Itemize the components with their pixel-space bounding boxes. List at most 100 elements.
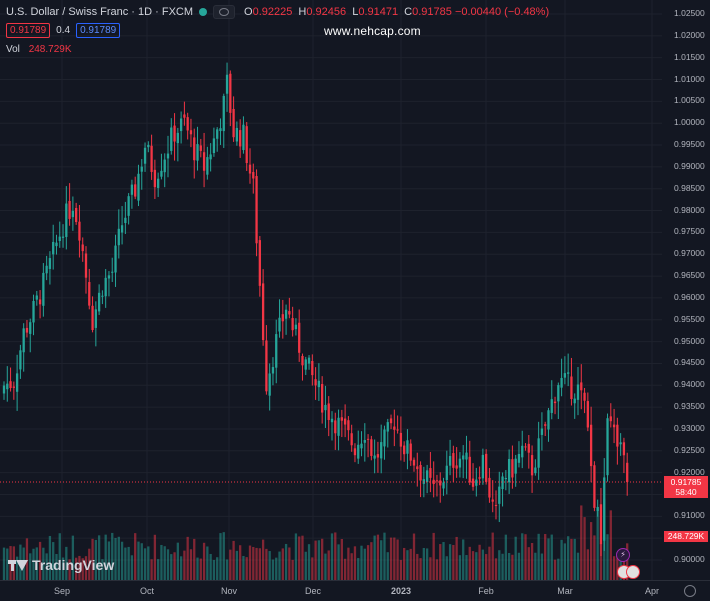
volume-bar <box>373 535 376 580</box>
volume-bar <box>626 543 629 580</box>
candle <box>363 440 366 443</box>
volume-bar <box>321 538 324 580</box>
volume-bar <box>452 544 455 580</box>
volume-bar <box>501 553 504 580</box>
volume-bar <box>406 550 409 580</box>
candle <box>347 420 350 431</box>
current-price-value: 0.91785 <box>670 477 702 488</box>
volume-bar <box>140 543 143 580</box>
candle <box>583 392 586 401</box>
tradingview-logo[interactable]: TradingView <box>8 557 114 573</box>
candle <box>163 159 166 173</box>
volume-bar <box>58 533 61 580</box>
volume-bar <box>560 539 563 580</box>
price-tick-label: 1.02000 <box>674 29 705 40</box>
volume-bar <box>97 535 101 580</box>
volume-bar <box>193 538 196 580</box>
buy-price-button[interactable]: 0.91789 <box>76 23 121 38</box>
volume-value: 248.729K <box>28 44 72 55</box>
volume-bar <box>412 533 416 580</box>
candle <box>65 203 68 237</box>
volume-bar <box>589 522 593 580</box>
volume-bar <box>45 553 48 580</box>
volume-bar <box>327 550 330 580</box>
eye-icon[interactable] <box>213 5 236 19</box>
price-tick-label: 0.93500 <box>674 401 705 412</box>
candle <box>567 372 570 374</box>
price-tick-label: 0.95500 <box>674 313 705 324</box>
volume-bar <box>386 552 389 580</box>
candle <box>337 417 340 436</box>
candle <box>403 445 406 455</box>
volume-bar <box>42 547 45 580</box>
candle <box>222 95 225 132</box>
volume-bar <box>557 558 560 580</box>
price-tick-label: 0.95000 <box>674 335 705 346</box>
market-status-icon[interactable] <box>199 8 208 16</box>
candle <box>586 401 589 428</box>
candle <box>252 172 255 179</box>
candle <box>537 438 540 468</box>
volume-bar <box>527 547 530 580</box>
candle <box>448 456 452 466</box>
candle <box>485 453 488 482</box>
volume-bar <box>235 550 239 580</box>
volume-bar <box>114 537 117 580</box>
tradingview-icon <box>8 559 28 571</box>
candle <box>248 164 252 174</box>
candle <box>81 244 84 252</box>
candle <box>442 482 445 489</box>
volume-bar <box>222 532 225 580</box>
time-axis[interactable]: Sep Oct Nov Dec 2023 Feb Mar Apr <box>0 580 710 601</box>
close-label: C <box>404 6 413 18</box>
volume-bar <box>507 553 511 580</box>
candle <box>475 479 478 486</box>
candle <box>75 207 78 223</box>
candle <box>52 241 55 255</box>
sell-price-button[interactable]: 0.91789 <box>6 23 51 38</box>
volume-bar <box>465 555 468 580</box>
candle <box>2 385 6 394</box>
gear-icon[interactable] <box>684 585 696 597</box>
spread-value: 0.4 <box>56 25 71 36</box>
candle <box>462 455 465 460</box>
chart-area[interactable] <box>0 0 662 580</box>
volume-bar <box>111 532 114 580</box>
candle <box>281 314 284 322</box>
candle <box>88 282 91 306</box>
candle <box>609 416 612 422</box>
watermark-text: www.nehcap.com <box>324 24 421 38</box>
candle <box>294 324 298 330</box>
bar-countdown: 58:40 <box>675 487 697 498</box>
candle <box>589 424 593 467</box>
volume-bar <box>55 553 58 580</box>
candle <box>143 147 147 164</box>
candle <box>97 292 101 312</box>
dividend-event-icon[interactable]: ⚡ <box>616 548 630 562</box>
volume-bar <box>380 540 383 580</box>
candle <box>271 367 275 374</box>
price-tick-label: 0.90000 <box>674 554 705 564</box>
volume-bar <box>544 534 547 580</box>
flag-event-icon[interactable] <box>626 565 640 579</box>
candlestick-chart[interactable] <box>0 0 662 580</box>
candle <box>468 456 471 483</box>
volume-bar <box>225 559 229 580</box>
candle <box>94 309 97 328</box>
volume-bar <box>340 538 343 580</box>
candle <box>580 382 583 391</box>
candle <box>114 245 117 273</box>
symbol-title[interactable]: U.S. Dollar / Swiss Franc · 1D · FXCM <box>6 6 194 18</box>
candle <box>160 170 163 177</box>
volume-bar <box>196 557 199 580</box>
volume-bar <box>271 559 275 580</box>
price-tick-label: 0.94500 <box>674 357 705 368</box>
volume-bar <box>593 535 596 580</box>
candle <box>48 258 52 269</box>
volume-legend[interactable]: Vol 248.729K <box>6 44 72 55</box>
candle <box>399 432 403 447</box>
volume-bar <box>157 559 160 580</box>
volume-bar <box>52 542 55 580</box>
candle <box>419 464 422 481</box>
candle <box>61 236 65 238</box>
